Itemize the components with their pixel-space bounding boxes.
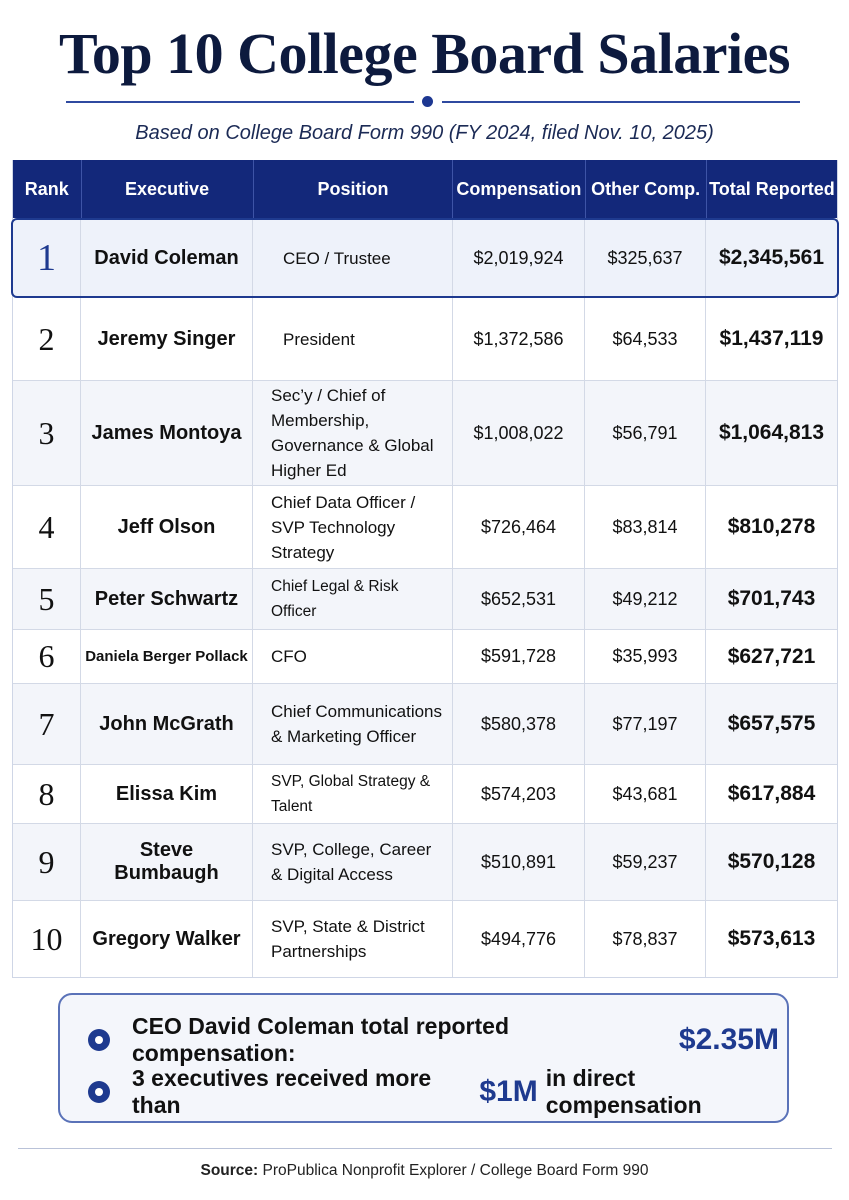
executive-cell: Elissa Kim <box>81 765 253 823</box>
summary-item: 3 executives received more than $1M in d… <box>88 1065 787 1119</box>
other-comp-cell: $43,681 <box>585 765 706 823</box>
rank-cell: 3 <box>13 381 81 485</box>
header-position: Position <box>254 160 454 218</box>
other-comp-cell: $64,533 <box>585 298 706 380</box>
rank-cell: 1 <box>13 220 81 296</box>
total-cell: $573,613 <box>727 927 816 950</box>
bullet-icon <box>88 1081 110 1103</box>
header-rank: Rank <box>13 160 82 218</box>
header-total-reported: Total Reported <box>709 178 835 199</box>
compensation-cell: $2,019,924 <box>453 220 585 296</box>
executive-cell: Jeremy Singer <box>81 298 253 380</box>
executive-cell: Steve Bumbaugh <box>81 824 253 900</box>
position-cell: President <box>253 298 453 380</box>
compensation-cell: $726,464 <box>453 486 585 568</box>
position-cell: SVP, College, Career & Digital Access <box>253 824 453 900</box>
compensation-cell: $510,891 <box>453 824 585 900</box>
total-cell: $1,437,119 <box>719 327 824 350</box>
table-row: 10 Gregory Walker SVP, State & District … <box>13 900 837 977</box>
summary-item: CEO David Coleman total reported compens… <box>88 1013 787 1067</box>
page-subtitle: Based on College Board Form 990 (FY 2024… <box>135 122 714 144</box>
title-divider-left <box>66 101 414 103</box>
summary-text: 3 executives received more than <box>132 1065 432 1118</box>
total-cell: $1,064,813 <box>718 421 825 444</box>
header-executive: Executive <box>82 160 254 218</box>
compensation-cell: $1,372,586 <box>453 298 585 380</box>
summary-highlight-value: $2.35M <box>678 1023 779 1056</box>
total-cell: $570,128 <box>727 850 816 873</box>
bullet-icon <box>88 1029 110 1051</box>
source-label: Source: <box>200 1162 259 1179</box>
table-row: 9 Steve Bumbaugh SVP, College, Career & … <box>13 823 837 900</box>
header-other-comp: Other Comp. <box>586 160 707 218</box>
compensation-cell: $1,008,022 <box>453 381 585 485</box>
source-note: Source: ProPublica Nonprofit Explorer / … <box>0 1162 849 1180</box>
compensation-cell: $574,203 <box>453 765 585 823</box>
rank-cell: 5 <box>13 569 81 629</box>
table-row: 1 David Coleman CEO / Trustee $2,019,924… <box>11 218 839 298</box>
table-row: 2 Jeremy Singer President $1,372,586 $64… <box>13 298 837 380</box>
executive-cell: David Coleman <box>81 220 253 296</box>
rank-cell: 4 <box>13 486 81 568</box>
footer-divider <box>18 1148 832 1149</box>
executive-cell: James Montoya <box>81 381 253 485</box>
position-cell: Chief Communications & Marketing Officer <box>253 684 453 764</box>
summary-text-end: in direct compensation <box>545 1065 702 1118</box>
other-comp-cell: $35,993 <box>585 630 706 683</box>
compensation-cell: $580,378 <box>453 684 585 764</box>
summary-highlight-value: $1M <box>479 1075 538 1108</box>
executive-cell: Daniela Berger Pollack <box>81 630 253 683</box>
total-cell: $810,278 <box>727 515 816 538</box>
other-comp-cell: $83,814 <box>585 486 706 568</box>
position-cell: CFO <box>253 630 453 683</box>
page-title: Top 10 College Board Salaries <box>59 21 790 86</box>
other-comp-cell: $49,212 <box>585 569 706 629</box>
table-row: 5 Peter Schwartz Chief Legal & Risk Offi… <box>13 568 837 629</box>
table-row: 6 Daniela Berger Pollack CFO $591,728 $3… <box>13 629 837 683</box>
table-row: 4 Jeff Olson Chief Data Officer / SVP Te… <box>13 485 837 568</box>
other-comp-cell: $56,791 <box>585 381 706 485</box>
position-cell: CEO / Trustee <box>253 220 453 296</box>
table-row: 7 John McGrath Chief Communications & Ma… <box>13 683 837 764</box>
other-comp-cell: $325,637 <box>585 220 706 296</box>
rank-cell: 9 <box>13 824 81 900</box>
other-comp-cell: $77,197 <box>585 684 706 764</box>
total-cell: $617,884 <box>727 782 816 805</box>
header-compensation: Compensation <box>453 160 586 218</box>
title-divider-dot <box>422 96 433 107</box>
rank-cell: 6 <box>13 630 81 683</box>
summary-text: CEO David Coleman total reported compens… <box>132 1013 510 1066</box>
executive-cell: Jeff Olson <box>81 486 253 568</box>
rank-cell: 10 <box>13 901 81 977</box>
salary-table: Rank Executive Position Compensation Oth… <box>11 160 839 978</box>
position-cell: SVP, State & District Partnerships <box>253 901 453 977</box>
table-header: Rank Executive Position Compensation Oth… <box>13 160 837 218</box>
executive-cell: John McGrath <box>81 684 253 764</box>
source-text: ProPublica Nonprofit Explorer / College … <box>262 1162 649 1179</box>
position-cell: Chief Legal & Risk Officer <box>253 569 453 629</box>
position-cell: SVP, Global Strategy & Talent <box>253 765 453 823</box>
compensation-cell: $494,776 <box>453 901 585 977</box>
other-comp-cell: $78,837 <box>585 901 706 977</box>
position-cell: Sec’y / Chief of Membership, Governance … <box>253 381 453 485</box>
total-cell: $2,345,561 <box>718 246 825 269</box>
title-divider-right <box>442 101 800 103</box>
summary-box: CEO David Coleman total reported compens… <box>58 993 789 1123</box>
other-comp-cell: $59,237 <box>585 824 706 900</box>
total-cell: $701,743 <box>727 587 816 610</box>
total-cell: $657,575 <box>727 712 816 735</box>
executive-cell: Gregory Walker <box>81 901 253 977</box>
rank-cell: 8 <box>13 765 81 823</box>
rank-cell: 7 <box>13 684 81 764</box>
executive-cell: Peter Schwartz <box>81 569 253 629</box>
total-cell: $627,721 <box>727 644 816 668</box>
compensation-cell: $591,728 <box>453 630 585 683</box>
table-row: 3 James Montoya Sec’y / Chief of Members… <box>13 380 837 485</box>
table-row: 8 Elissa Kim SVP, Global Strategy & Tale… <box>13 764 837 823</box>
position-cell: Chief Data Officer / SVP Technology Stra… <box>253 486 453 568</box>
rank-cell: 2 <box>13 298 81 380</box>
compensation-cell: $652,531 <box>453 569 585 629</box>
